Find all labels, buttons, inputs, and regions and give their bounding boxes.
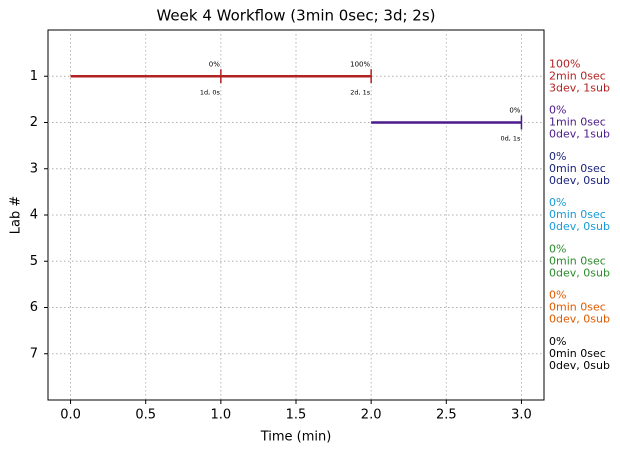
lab-summary: 0% <box>549 289 566 302</box>
y-tick-label: 5 <box>30 254 38 269</box>
milestone-bottom-label: 2d, 1s <box>350 88 371 96</box>
lab-summary: 2min 0sec <box>549 69 606 82</box>
y-tick-label: 1 <box>30 69 38 84</box>
x-tick-label: 2.0 <box>361 408 382 423</box>
lab-summary: 0min 0sec <box>549 208 606 221</box>
lab-summary: 0min 0sec <box>549 347 606 360</box>
y-tick-label: 2 <box>30 115 38 130</box>
x-tick-label: 3.0 <box>511 408 532 423</box>
lab-summary: 0dev, 0sub <box>549 266 610 279</box>
lab-summary: 3dev, 1sub <box>549 81 610 94</box>
milestone-bottom-label: 0d, 1s <box>501 135 522 143</box>
lab-summary: 100% <box>549 57 580 70</box>
x-tick-label: 0.5 <box>135 408 156 423</box>
lab-summary: 0% <box>549 104 566 117</box>
y-tick-label: 6 <box>30 300 38 315</box>
lab-summary: 0min 0sec <box>549 254 606 267</box>
y-tick-label: 3 <box>30 161 38 176</box>
lab-summary: 0dev, 0sub <box>549 220 610 233</box>
y-axis-label: Lab # <box>9 196 24 235</box>
lab-summary: 0dev, 0sub <box>549 174 610 187</box>
lab-summary: 0dev, 0sub <box>549 359 610 372</box>
lab-summary: 0% <box>549 196 566 209</box>
lab-summary: 1min 0sec <box>549 116 606 129</box>
y-tick-label: 4 <box>30 208 38 223</box>
chart-title: Week 4 Workflow (3min 0sec; 3d; 2s) <box>156 7 435 25</box>
x-tick-label: 0.0 <box>60 408 81 423</box>
x-axis-label: Time (min) <box>260 430 332 445</box>
x-tick-label: 2.5 <box>436 408 457 423</box>
y-tick-label: 7 <box>30 346 38 361</box>
milestone-bottom-label: 1d, 0s <box>200 88 221 96</box>
milestone-top-label: 0% <box>209 60 220 68</box>
milestone-top-label: 0% <box>509 107 520 115</box>
lab-summary: 0% <box>549 242 566 255</box>
milestone-top-label: 100% <box>350 60 370 68</box>
x-tick-label: 1.0 <box>211 408 232 423</box>
lab-summary: 0dev, 1sub <box>549 128 610 141</box>
lab-summary: 0dev, 0sub <box>549 313 610 326</box>
lab-summary: 0% <box>549 335 566 348</box>
x-tick-label: 1.5 <box>286 408 307 423</box>
lab-summary: 0min 0sec <box>549 162 606 175</box>
lab-summary: 0% <box>549 150 566 163</box>
lab-summary: 0min 0sec <box>549 301 606 314</box>
